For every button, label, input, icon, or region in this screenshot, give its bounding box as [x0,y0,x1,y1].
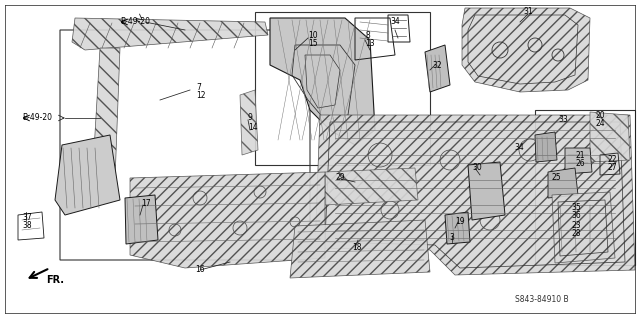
Text: FR.: FR. [46,275,64,285]
Polygon shape [72,18,268,50]
Text: 18: 18 [352,244,362,252]
Text: 14: 14 [248,122,258,132]
Text: 16: 16 [195,266,205,274]
Text: 27: 27 [608,163,618,172]
Text: 26: 26 [576,158,586,168]
Text: 36: 36 [571,211,580,220]
Text: 33: 33 [558,115,568,125]
Text: 20: 20 [596,112,605,121]
Text: B-49-20: B-49-20 [120,17,150,26]
Text: S843-84910 B: S843-84910 B [515,295,568,305]
Polygon shape [462,8,590,92]
Text: 30: 30 [472,162,482,171]
Polygon shape [590,112,630,162]
Text: 37: 37 [22,213,32,223]
Text: 24: 24 [596,120,605,128]
Text: 32: 32 [432,61,442,71]
Text: 23: 23 [571,222,580,231]
Text: 13: 13 [365,39,374,49]
Text: 12: 12 [196,92,205,100]
Polygon shape [55,135,120,215]
Text: 22: 22 [608,156,618,164]
Text: 34: 34 [514,143,524,153]
Polygon shape [425,45,450,92]
Polygon shape [130,172,325,268]
Text: 35: 35 [571,204,580,212]
Text: 17: 17 [141,199,150,209]
Polygon shape [315,115,635,275]
Polygon shape [468,162,505,220]
Text: 38: 38 [22,222,31,231]
Text: 21: 21 [576,150,586,160]
Text: 15: 15 [308,39,317,49]
Polygon shape [445,212,470,244]
Polygon shape [240,90,258,155]
Text: 29: 29 [335,172,344,182]
Text: 3: 3 [449,232,454,241]
Text: 10: 10 [308,31,317,40]
Text: 8: 8 [365,31,370,40]
Polygon shape [270,18,375,145]
Text: 28: 28 [571,230,580,238]
Text: B-49-20: B-49-20 [22,114,52,122]
Polygon shape [552,192,615,263]
Polygon shape [290,220,430,278]
Text: 19: 19 [455,218,465,226]
Text: 25: 25 [551,174,561,183]
Text: 7: 7 [196,84,201,93]
Text: 31: 31 [523,8,532,17]
Polygon shape [325,168,418,205]
Polygon shape [535,132,557,162]
Text: 9: 9 [248,114,253,122]
Polygon shape [125,195,158,244]
Polygon shape [92,48,120,185]
Text: 34: 34 [390,17,400,26]
Polygon shape [565,148,592,174]
Polygon shape [548,168,578,198]
